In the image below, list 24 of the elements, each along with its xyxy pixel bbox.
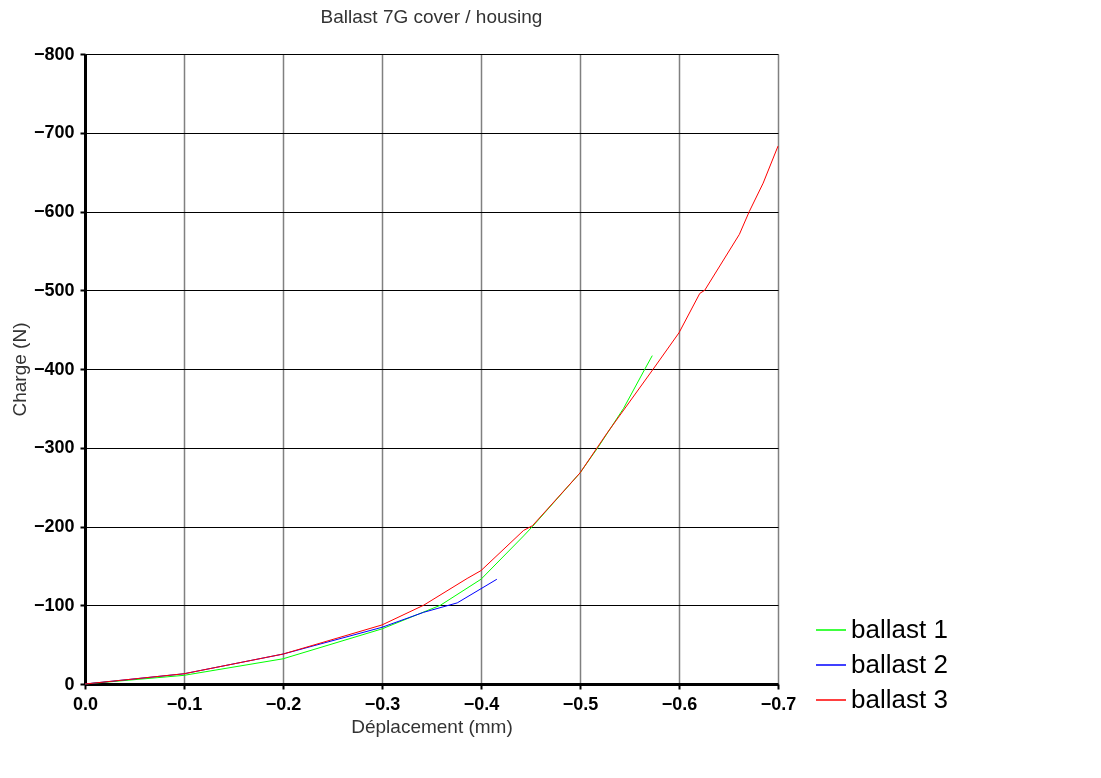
y-tick-label: −500 bbox=[33, 279, 75, 300]
x-tick-label: −0.2 bbox=[265, 693, 302, 714]
x-tick-label: −0.7 bbox=[760, 693, 797, 714]
x-tick-label: −0.4 bbox=[463, 693, 500, 714]
y-tick-label: −400 bbox=[33, 358, 75, 379]
y-tick-label: −100 bbox=[33, 594, 75, 615]
x-tick-label: −0.1 bbox=[166, 693, 203, 714]
y-tick-label: −800 bbox=[33, 43, 75, 64]
line-series bbox=[84, 355, 653, 685]
x-axis-title: Déplacement (mm) bbox=[351, 715, 513, 737]
y-tick-label: −200 bbox=[33, 516, 75, 536]
y-axis-title: Charge (N) bbox=[8, 322, 30, 417]
x-tick-label: 0.0 bbox=[72, 693, 99, 714]
y-tick-label: −700 bbox=[33, 122, 75, 143]
y-tick-label: 0 bbox=[64, 673, 75, 694]
y-tick-label: −300 bbox=[33, 437, 75, 458]
legend-label: ballast 3 bbox=[851, 684, 948, 714]
x-tick-label: −0.3 bbox=[364, 693, 401, 714]
chart-title: Ballast 7G cover / housing bbox=[320, 6, 543, 27]
legend-label: ballast 1 bbox=[851, 614, 948, 644]
x-tick-label: −0.5 bbox=[562, 693, 599, 714]
legend-label: ballast 2 bbox=[851, 649, 948, 679]
x-tick-label: −0.6 bbox=[661, 693, 698, 714]
y-tick-label: −600 bbox=[33, 201, 75, 221]
